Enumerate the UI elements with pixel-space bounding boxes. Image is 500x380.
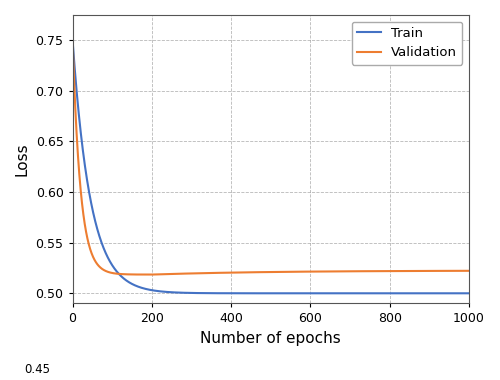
Train	[308, 291, 314, 296]
Validation	[366, 269, 372, 274]
Validation	[466, 269, 472, 273]
Line: Train: Train	[72, 40, 469, 293]
Validation	[149, 272, 155, 277]
Validation	[142, 272, 148, 277]
Validation	[221, 271, 227, 275]
Train	[396, 291, 402, 296]
X-axis label: Number of epochs: Number of epochs	[200, 331, 341, 346]
Train	[466, 291, 472, 296]
Validation	[308, 269, 314, 274]
Validation	[70, 38, 75, 43]
Train	[366, 291, 372, 296]
Validation	[396, 269, 402, 273]
Train	[70, 38, 75, 43]
Train	[221, 291, 227, 296]
Validation	[328, 269, 334, 274]
Y-axis label: Loss: Loss	[15, 142, 30, 176]
Legend: Train, Validation: Train, Validation	[352, 22, 463, 65]
Train	[328, 291, 334, 296]
Text: 0.45: 0.45	[24, 363, 50, 376]
Line: Validation: Validation	[72, 40, 469, 275]
Train	[142, 287, 148, 291]
